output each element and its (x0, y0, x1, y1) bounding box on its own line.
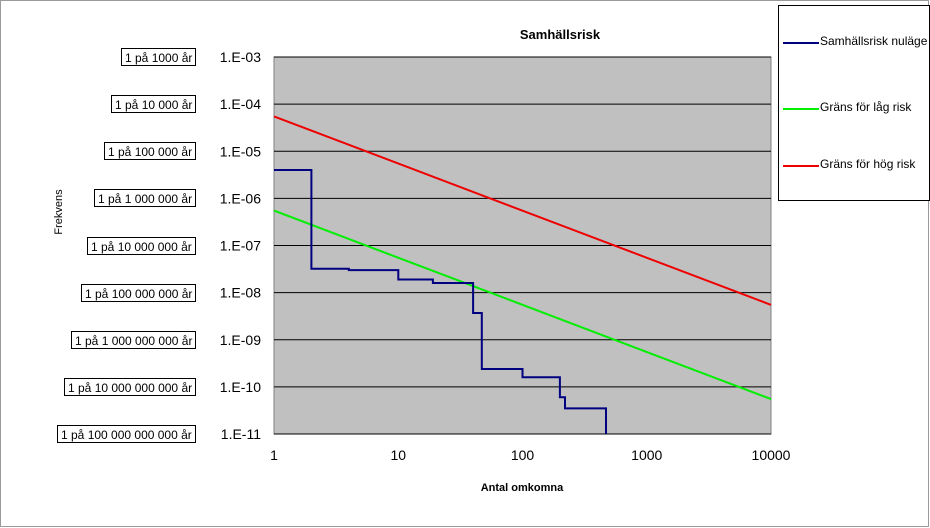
x-axis-label: Antal omkomna (481, 482, 564, 494)
y-tick-label: 1.E-03 (220, 49, 261, 65)
series-line-1 (273, 209, 772, 401)
y-tick-label: 1.E-08 (220, 285, 261, 301)
x-tick-label: 1000 (631, 447, 662, 463)
y-tick-label: 1.E-04 (220, 96, 261, 112)
frequency-label-box: 1 på 100 000 år (104, 142, 197, 161)
series-line-0 (274, 169, 607, 434)
chart-title: Samhällsrisk (520, 27, 601, 42)
frequency-label-box: 1 på 100 000 000 000 år (57, 425, 196, 443)
tick-labels: 1.E-03 1.E-04 1.E-05 1.E-06 1.E-07 1.E-08 1.E-… (220, 49, 791, 463)
legend-swatch-nulage (783, 42, 819, 44)
x-tick-label: 1 (270, 447, 278, 463)
y-tick-label: 1.E-10 (220, 379, 261, 395)
frequency-label-box: 1 på 1 000 000 000 år (71, 330, 197, 349)
series-layer (273, 115, 772, 434)
y-tick-label: 1.E-07 (220, 238, 261, 254)
x-tick-label: 10 (390, 447, 406, 463)
y-tick-label: 1.E-05 (220, 143, 261, 159)
legend-label-hog-risk: Gräns för hög risk (820, 157, 916, 171)
y-tick-label: 1.E-09 (220, 332, 261, 348)
legend-label-lag-risk: Gräns för låg risk (820, 100, 912, 114)
frequency-label-box: 1 på 10 000 år (111, 95, 197, 114)
frequency-label-box: 1 på 10 000 000 år (87, 236, 196, 255)
frequency-label-box: 1 på 10 000 000 000 år (64, 377, 197, 396)
legend-label-nulage: Samhällsrisk nuläge (820, 34, 928, 48)
legend: Samhällsrisk nuläge Gräns för låg risk G… (778, 5, 930, 201)
frequency-label-box: 1 på 1000 år (121, 48, 197, 66)
y-tick-label: 1.E-06 (220, 190, 261, 206)
x-tick-label: 100 (511, 447, 535, 463)
series-line-2 (273, 115, 772, 306)
y-axis-label: Frekvens (53, 189, 65, 235)
legend-swatch-lag-risk (783, 108, 819, 110)
gridlines (274, 56, 771, 435)
x-tick-label: 10000 (752, 447, 791, 463)
y-tick-label: 1.E-11 (221, 426, 261, 442)
legend-swatch-hog-risk (783, 165, 819, 167)
frequency-label-box: 1 på 100 000 000 år (81, 283, 197, 302)
frequency-label-box: 1 på 1 000 000 år (94, 189, 197, 208)
